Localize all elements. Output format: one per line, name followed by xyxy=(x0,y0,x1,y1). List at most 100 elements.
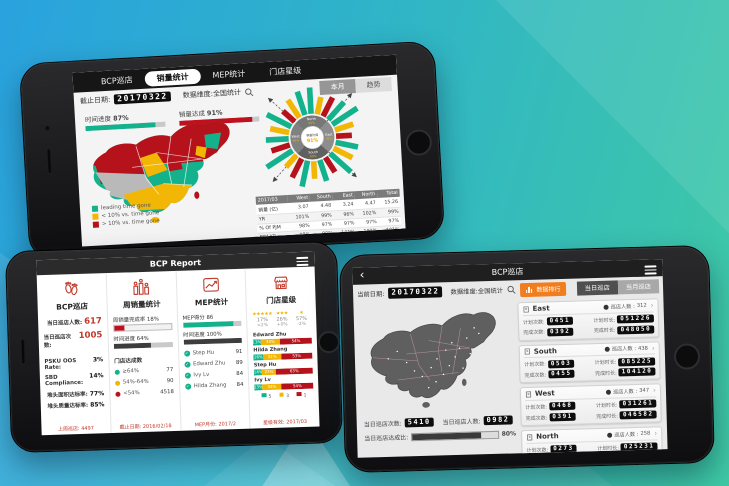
check-icon: ✓ xyxy=(184,372,191,379)
radial-bars xyxy=(265,87,359,188)
svg-text:89%: 89% xyxy=(292,138,299,142)
search-icon[interactable] xyxy=(245,87,254,96)
region-card-east[interactable]: East 巡店人数 :312 › 计划次数: 0451 计划时长: 051226 完… xyxy=(517,298,660,341)
home-button[interactable] xyxy=(317,330,341,354)
phone-top: BCP巡店 销量统计 MEP统计 门店星级 截止日期: 20170322 数据维… xyxy=(18,40,446,262)
region-card-north[interactable]: North 巡店人数 :258 › 计划次数: 0273 计划时长: 025231 … xyxy=(520,426,664,458)
quadrant-south-label: South xyxy=(308,150,318,155)
person-row: ✓ Hilda Zhang 84 xyxy=(184,381,244,390)
svg-text:88%: 88% xyxy=(310,154,317,158)
toolbar: 截止日期: 20170322 数据维度:全国统计 本月 趋势 xyxy=(74,75,398,111)
rating-bar: 16% 31% 53% xyxy=(253,352,313,361)
legend-row: <54% 4518 xyxy=(115,389,174,397)
column-footer: 上周巡店: 4497 xyxy=(57,425,94,433)
stat-row: 堆头质量达标率: 85% xyxy=(47,401,105,411)
radial-center-value: 91% xyxy=(307,138,319,145)
earpiece xyxy=(46,148,53,175)
daily-count-display: 5410 xyxy=(404,417,434,428)
rating-bar: 14% 23% 63% xyxy=(253,367,313,375)
menu-icon[interactable] xyxy=(644,263,657,276)
dot-icon xyxy=(606,389,612,395)
building-icon xyxy=(525,391,532,398)
store-rating-column: 门店星级 ★★★★★ 17% <2% ★★★ 26% +0% ★ 57% -2% Edwar… xyxy=(246,267,320,429)
legend-row: ≥64% 77 xyxy=(114,367,173,375)
bar-chart-icon xyxy=(526,286,534,293)
tab-sales-stats[interactable]: 销量统计 xyxy=(144,68,201,87)
check-icon: ✓ xyxy=(183,361,191,368)
chevron-right-icon: › xyxy=(650,301,654,310)
check-icon: ✓ xyxy=(184,383,191,390)
line-chart-icon xyxy=(181,273,240,297)
home-button[interactable] xyxy=(673,343,701,370)
date-display: 20170322 xyxy=(113,90,172,105)
taiwan-island xyxy=(194,191,200,199)
rank-button[interactable]: 数据排行 xyxy=(519,281,567,297)
region-card-south[interactable]: South 巡店人数 :438 › 计划次数: 0503 计划时长: 085225 … xyxy=(518,340,661,384)
quadrant-north-label: North xyxy=(307,117,317,122)
stat-row: 堆头面积达标率: 77% xyxy=(47,389,105,399)
phone-bottom-left: BCP Report BCP巡店 当日巡店人数: 617 当日巡店次数: 1005 … xyxy=(4,240,344,454)
subtitle: 门店达成数 xyxy=(114,358,143,365)
weekly-sales-column: 周销量统计 周销量完成率 18% 时间进度 64% 门店达成数 ≥64% 77 5… xyxy=(106,270,182,434)
visit-toolbar: 当前日期: 20170322 数据维度:全国统计 数据排行 当日巡店 当月巡店 xyxy=(353,276,663,304)
bcp-visit-column: BCP巡店 当日巡店人数: 617 当日巡店次数: 1005 PSKU OOS Ra… xyxy=(36,273,112,436)
dimension-label: 数据维度:全国统计 xyxy=(450,287,504,297)
quadrant-east-label: East xyxy=(325,132,333,136)
column-footer: 星级有效: 2017/03 xyxy=(262,418,308,427)
building-icon xyxy=(524,348,530,355)
quadrant-west-label: West xyxy=(291,134,300,138)
achievement-value: 80% xyxy=(501,430,517,439)
chevron-right-icon: › xyxy=(651,344,655,353)
tab-bcp-visit[interactable]: BCP巡店 xyxy=(100,74,133,86)
footprint-icon xyxy=(42,277,101,301)
tab-monthly-visit[interactable]: 当月巡店 xyxy=(617,278,660,294)
star-summary: ★★★★★ 17% <2% ★★★ 26% +0% ★ 57% -2% xyxy=(252,309,308,329)
search-icon[interactable] xyxy=(507,285,516,294)
visit-title: BCP巡店 xyxy=(491,267,524,277)
check-icon: ✓ xyxy=(183,350,190,357)
building-icon xyxy=(527,433,533,441)
region-card-west[interactable]: West 巡店人数 :347 › 计划次数: 0468 计划时长: 031261 完… xyxy=(519,383,662,427)
daily-people-display: 0982 xyxy=(483,415,513,426)
date-display: 20170322 xyxy=(388,286,443,299)
tab-daily-visit[interactable]: 当日巡店 xyxy=(576,279,619,296)
weekly-completion-bar xyxy=(113,323,172,332)
bcp-visit-screen: ‹ BCP巡店 当前日期: 20170322 数据维度:全国统计 数据排行 当日… xyxy=(352,259,668,458)
report-title: BCP Report xyxy=(149,258,202,269)
home-button[interactable] xyxy=(405,128,433,157)
phone-bottom-right: ‹ BCP巡店 当前日期: 20170322 数据维度:全国统计 数据排行 当日… xyxy=(339,244,715,474)
column-title: BCP巡店 xyxy=(56,301,89,312)
date-label: 截止日期: xyxy=(79,95,111,106)
tab-store-rating[interactable]: 门店星级 xyxy=(268,65,302,77)
stat-row: 当日巡店人数: 617 xyxy=(46,316,103,327)
regional-sales-table: 2017/03 West South East North Total 销量 (亿) 3… xyxy=(255,188,402,243)
mep-stats-column: MEP统计 MEP得分 86 时间进度 100% ✓ Step Hu 91 ✓ Edw… xyxy=(176,268,251,431)
column-footer: 截止日期: 2016/02/18 xyxy=(119,423,172,431)
person-row: ✓ Ivy Lv 84 xyxy=(184,370,244,379)
chevron-right-icon: › xyxy=(653,386,657,395)
achievement-bar xyxy=(411,430,499,442)
dot-icon xyxy=(604,346,610,353)
stat-row: PSKU OOS Rate: 3% xyxy=(44,355,104,371)
radial-sales-chart: North 94% East 91% South 88% West 89% 销量… xyxy=(265,87,359,188)
person-row: ✓ Step Hu 91 xyxy=(183,348,243,357)
column-title: 周销量统计 xyxy=(122,299,161,310)
stat-row: 当日巡店次数: 1005 xyxy=(43,329,103,349)
date-label: 当前日期: xyxy=(357,290,385,299)
storefront-icon xyxy=(251,271,310,295)
svg-text:91%: 91% xyxy=(326,136,333,140)
back-icon[interactable]: ‹ xyxy=(359,267,365,282)
chevron-right-icon: › xyxy=(654,429,658,438)
column-title: 门店星级 xyxy=(266,295,297,306)
mep-score-bar xyxy=(182,320,242,328)
camera-icon xyxy=(44,125,51,132)
dot-icon xyxy=(607,432,613,438)
rating-bar: 13% 33% 54% xyxy=(254,382,314,390)
sales-dashboard-screen: BCP巡店 销量统计 MEP统计 门店星级 截止日期: 20170322 数据维… xyxy=(72,54,406,247)
tab-mep-stats[interactable]: MEP统计 xyxy=(212,68,246,80)
china-map-colored xyxy=(90,120,234,223)
column-footer: MEP月份: 2017/2 xyxy=(194,421,237,429)
dimension-label: 数据维度:全国统计 xyxy=(182,88,242,100)
radial-center-label: 销量达成 xyxy=(306,132,318,138)
region-card-list: East 巡店人数 :312 › 计划次数: 0451 计划时长: 051226 完… xyxy=(517,298,664,458)
